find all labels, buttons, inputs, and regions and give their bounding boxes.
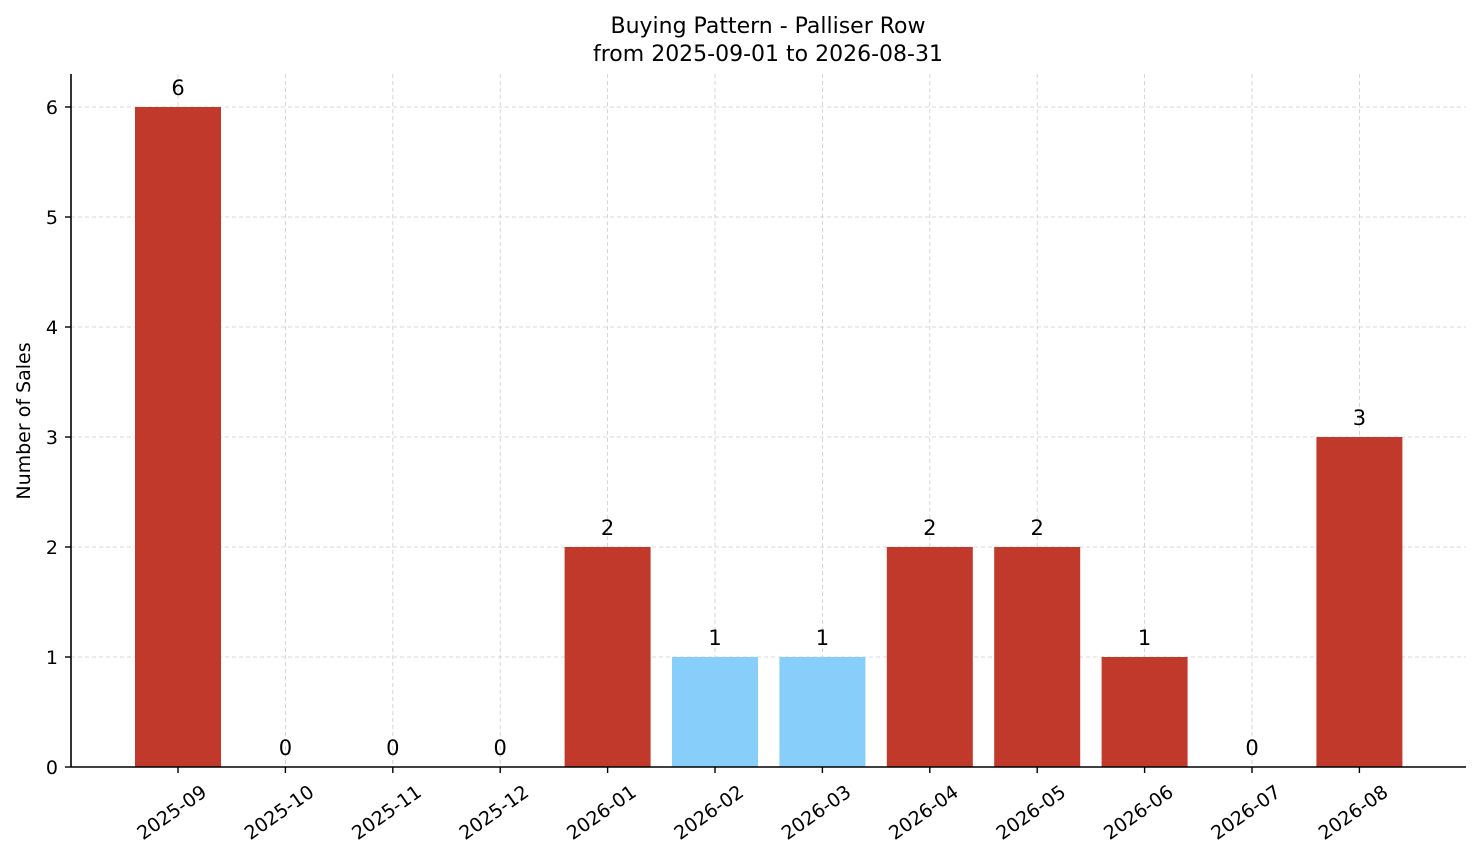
grid-layer [71,74,1466,768]
bar [1101,657,1188,767]
data-label: 1 [1138,626,1151,650]
data-label: 1 [816,626,829,650]
bars-layer [135,107,1403,767]
x-tick-label: 2026-01 [563,781,641,845]
data-label: 2 [1031,516,1044,540]
data-label: 0 [1245,736,1258,760]
data-label: 3 [1353,406,1366,430]
data-label: 1 [708,626,721,650]
y-tick-label: 1 [46,647,58,669]
data-labels-layer: 6 0 0 0 2 1 1 2 2 1 0 3 [171,76,1366,760]
bar [886,547,973,767]
y-tick-label: 5 [46,207,58,229]
data-label: 0 [279,736,292,760]
y-tick-label: 2 [46,537,58,559]
bar [779,657,866,767]
data-label: 2 [601,516,614,540]
chart-subtitle: from 2025-09-01 to 2026-08-31 [593,42,943,67]
x-tick-label: 2025-09 [133,781,211,845]
x-tick-label: 2025-10 [241,781,319,845]
x-tick-label: 2026-06 [1100,781,1178,845]
bar [135,107,221,767]
y-axis-label: Number of Sales [13,342,35,499]
x-tick-label: 2026-07 [1207,781,1285,845]
x-tick-label: 2026-04 [885,781,963,845]
bar [994,547,1081,767]
data-label: 0 [386,736,399,760]
y-tick-label: 6 [46,97,58,119]
y-tick-label: 4 [46,317,58,339]
chart-title: Buying Pattern - Palliser Row [610,14,925,39]
x-tick-label: 2026-08 [1315,781,1393,845]
x-tick-label: 2026-02 [670,781,748,845]
x-tick-label: 2026-05 [992,781,1070,845]
x-tick-label: 2026-03 [778,781,856,845]
x-tick-label: 2025-12 [455,781,533,845]
bar [1316,437,1403,767]
bar [672,657,758,767]
bar [564,547,651,767]
x-tick-label: 2025-11 [348,781,426,845]
data-label: 2 [923,516,936,540]
data-label: 0 [494,736,507,760]
y-tick-label: 3 [46,427,58,449]
data-label: 6 [171,76,184,100]
y-tick-label: 0 [46,757,58,779]
